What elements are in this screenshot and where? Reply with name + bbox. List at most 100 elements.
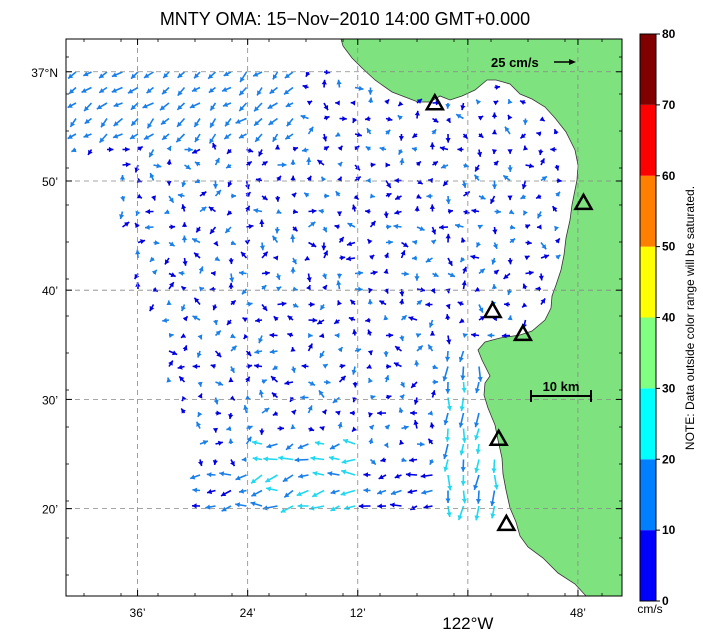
colorbar-tick-label: 60 [662,169,676,183]
current-vector-head [214,256,220,261]
current-vector-head [346,256,352,262]
current-vector-head [283,89,290,95]
current-vector-head [247,425,253,431]
current-vector-head [368,438,374,444]
current-vector-head [170,272,176,278]
current-vector-head [323,250,328,256]
current-vector-head [196,352,202,358]
current-vector-head [319,333,325,339]
current-vector-head [262,251,268,257]
current-vector-head [194,121,200,127]
current-vector-head [194,136,200,143]
current-vector-head [244,240,250,245]
current-vector-head [461,498,467,504]
current-vector-head [520,133,526,139]
current-vector-head [388,332,394,338]
current-vector-head [526,240,532,246]
current-vector-head [163,72,169,79]
current-vector-head [293,302,299,308]
current-vector-head [300,114,306,120]
current-vector-head [272,136,278,142]
current-vector-head [145,209,151,215]
current-vector-head [403,425,409,431]
current-vector-head [480,194,486,200]
current-vector-head [166,146,172,152]
current-vector-head [252,440,257,446]
y-tick-label: 40’ [42,284,58,298]
current-vector-head [198,461,204,467]
current-vector-head [159,105,166,111]
current-vector-head [177,90,183,96]
station-marker [512,323,534,342]
x-tick-label: 48’ [570,606,586,620]
speed-scale-arrowhead [569,59,576,65]
current-vector-head [216,410,221,416]
current-vector-head [352,382,358,388]
current-vector-head [491,184,498,190]
current-vector-head [209,138,215,144]
current-vector-head [257,90,262,96]
current-vector-head [142,103,148,109]
current-vector-head [428,177,433,184]
current-vector-head [101,122,106,128]
current-vector-head [427,410,433,416]
current-vector-head [521,184,527,190]
current-vector-head [447,485,453,491]
current-vector-head [445,498,451,503]
current-vector-head [368,412,374,418]
current-vector-head [555,191,560,197]
current-vector-head [81,88,87,93]
current-vector-head [190,474,196,480]
current-vector-head [464,209,470,215]
current-vector-head [307,343,313,349]
current-vector-head [225,121,230,127]
current-vector-head [268,120,274,125]
current-vector-head [324,115,330,121]
x-tick-label: 12’ [350,606,366,620]
current-vector-head [166,159,172,165]
current-vector-head [192,363,198,370]
current-vector-head [254,363,259,369]
current-vector-head [177,104,183,110]
station-marker [482,300,503,319]
current-vector-head [321,273,327,279]
chart-title: MNTY OMA: 15−Nov−2010 14:00 GMT+0.000 [160,9,530,29]
current-vector-head [383,268,389,274]
current-vector-head [457,515,463,521]
current-vector-head [493,160,499,166]
current-vector-head [290,347,296,352]
current-vector-head [275,197,281,202]
current-vector-head [71,147,77,153]
station-marker [488,428,509,446]
current-vector-head [431,229,437,235]
current-vector-head [323,146,329,152]
current-vector-head [445,303,451,309]
current-vector-head [225,227,231,233]
current-vector-head [113,133,119,139]
plot-frame [65,38,623,597]
current-vector-head [510,224,516,230]
current-vector-head [353,194,359,200]
current-vector-head [386,182,391,188]
current-vector-head [67,134,73,139]
current-vector-head [199,286,205,292]
current-vector-head [429,142,436,148]
current-vector-head [166,180,172,186]
current-vector-head [201,191,207,197]
current-vector-head [322,227,327,233]
current-vector-head [328,455,334,461]
current-vector-head [347,222,353,228]
current-vector-head [520,100,526,105]
distance-scale-label: 10 km [543,379,580,394]
current-vector-head [425,301,430,308]
current-vector-head [154,240,160,246]
current-vector-head [385,162,391,168]
current-vector-head [493,100,499,106]
current-vector-head [287,332,293,338]
x-tick-label: 122°W [442,614,493,633]
current-vector-head [264,408,270,413]
current-vector-head [210,122,215,128]
current-vector-head [320,304,326,310]
current-vector-head [401,457,407,463]
current-vector-head [119,214,125,220]
